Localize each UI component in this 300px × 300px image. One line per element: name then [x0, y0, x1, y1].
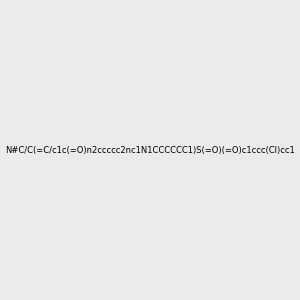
Text: N#C/C(=C/c1c(=O)n2ccccc2nc1N1CCCCCC1)S(=O)(=O)c1ccc(Cl)cc1: N#C/C(=C/c1c(=O)n2ccccc2nc1N1CCCCCC1)S(=… — [5, 146, 295, 154]
